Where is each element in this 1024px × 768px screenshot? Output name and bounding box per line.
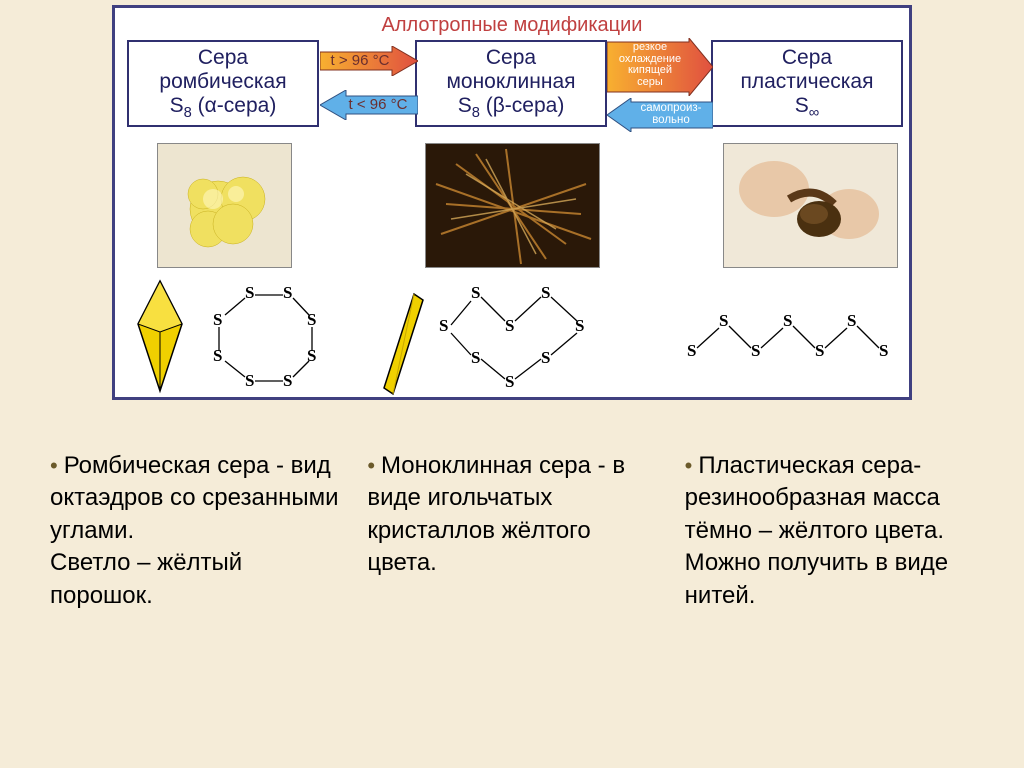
molecule-s-chain: S S S S S S S (681, 308, 906, 378)
box-rhombic-l3: S8 (α-сера) (135, 94, 311, 121)
molecule-s8-monoclinic: S S S S S S S S (433, 283, 603, 393)
arrow-cool-label: t < 96 °C (343, 96, 413, 113)
desc-rhombic: •Ромбическая сера - вид октаэдров со сре… (50, 450, 339, 612)
svg-text:S: S (283, 283, 292, 302)
svg-text:S: S (213, 346, 222, 365)
svg-text:S: S (719, 311, 728, 330)
bullet-icon: • (367, 453, 375, 478)
arrow-quench-label: резкое охлаждение кипящей серы (607, 42, 693, 88)
svg-text:S: S (879, 341, 888, 360)
box-rhombic: Сера ромбическая S8 (α-сера) (127, 40, 319, 127)
a4l2: вольно (629, 114, 713, 126)
a3l3: кипящей (607, 65, 693, 77)
a4l1: самопроиз- (629, 102, 713, 114)
description-row: •Ромбическая сера - вид октаэдров со сре… (50, 450, 974, 612)
svg-text:S: S (439, 316, 448, 335)
diagram-title: Аллотропные модификации (115, 14, 909, 37)
molecule-s8-rhombic: SS SS SS SS (195, 283, 323, 393)
a3l4: серы (607, 77, 693, 89)
crystal-monoclinic-icon (379, 290, 429, 398)
svg-text:S: S (505, 316, 514, 335)
svg-text:S: S (307, 310, 316, 329)
box-plastic-l3: S∞ (719, 94, 895, 121)
desc-plastic-text: Пластическая сера- резинообразная масса … (685, 452, 948, 609)
box-rhombic-l1: Сера (135, 46, 311, 70)
photo-rhombic (157, 143, 292, 268)
photo-monoclinic (425, 143, 600, 268)
desc-plastic: •Пластическая сера- резинообразная масса… (685, 450, 974, 612)
svg-text:S: S (575, 316, 584, 335)
crystal-rhombic-icon (130, 276, 190, 396)
svg-text:S: S (847, 311, 856, 330)
box-mono-l2: моноклинная (423, 70, 599, 94)
svg-text:S: S (687, 341, 696, 360)
a3l1: резкое (607, 42, 693, 54)
svg-text:S: S (245, 371, 254, 390)
svg-text:S: S (471, 283, 480, 302)
svg-text:S: S (751, 341, 760, 360)
svg-text:S: S (213, 310, 222, 329)
svg-text:S: S (505, 372, 514, 391)
photo-plastic (723, 143, 898, 268)
box-plastic-l2: пластическая (719, 70, 895, 94)
diagram-frame: Аллотропные модификации Сера ромбическая… (112, 5, 912, 400)
svg-text:S: S (541, 283, 550, 302)
box-plastic: Сера пластическая S∞ (711, 40, 903, 127)
bullet-icon: • (685, 453, 693, 478)
box-mono-l1: Сера (423, 46, 599, 70)
box-mono-l3: S8 (β-сера) (423, 94, 599, 121)
svg-text:S: S (815, 341, 824, 360)
arrow-spont-label: самопроиз- вольно (629, 102, 713, 126)
box-monoclinic: Сера моноклинная S8 (β-сера) (415, 40, 607, 127)
bullet-icon: • (50, 453, 58, 478)
desc-rhombic-text: Ромбическая сера - вид октаэдров со срез… (50, 452, 339, 609)
svg-text:S: S (783, 311, 792, 330)
svg-text:S: S (471, 348, 480, 367)
svg-text:S: S (541, 348, 550, 367)
svg-text:S: S (283, 371, 292, 390)
box-plastic-l1: Сера (719, 46, 895, 70)
box-rhombic-l2: ромбическая (135, 70, 311, 94)
svg-text:S: S (245, 283, 254, 302)
desc-monoclinic: •Моноклинная сера - в виде игольчатых кр… (367, 450, 656, 612)
desc-mono-text: Моноклинная сера - в виде игольчатых кри… (367, 452, 625, 576)
arrow-heat-label: t > 96 °C (325, 52, 395, 69)
